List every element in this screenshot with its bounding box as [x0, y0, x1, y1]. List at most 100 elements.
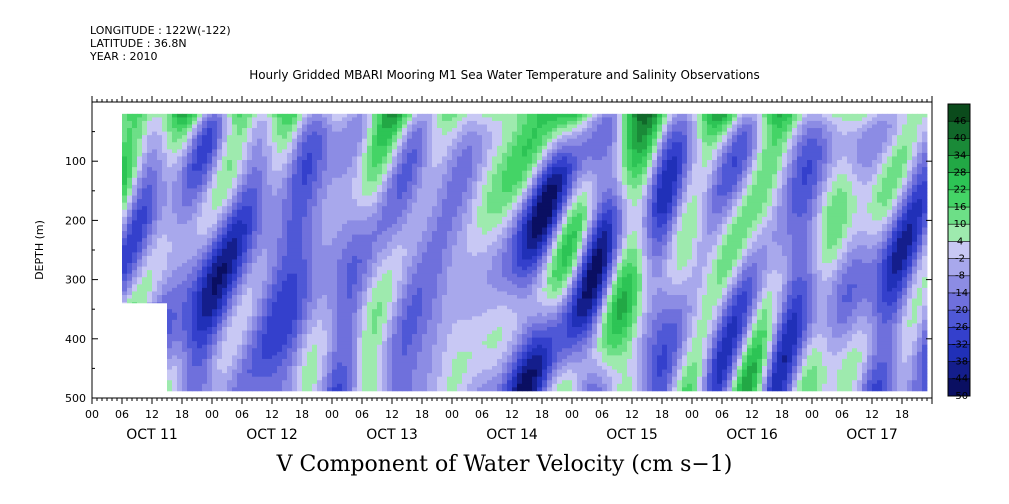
heatmap-cell [277, 199, 283, 204]
heatmap-cell [292, 199, 298, 204]
heatmap-cell [292, 248, 298, 253]
heatmap-cell [237, 202, 243, 207]
heatmap-cell [362, 149, 368, 154]
heatmap-cell [212, 213, 218, 218]
heatmap-cell [142, 252, 148, 257]
heatmap-cell [402, 366, 408, 370]
heatmap-cell [317, 387, 323, 392]
heatmap-cell [237, 184, 243, 189]
heatmap-cell [282, 348, 288, 353]
heatmap-cell [332, 383, 338, 388]
heatmap-cell [367, 152, 373, 157]
heatmap-cell [127, 220, 133, 225]
heatmap-cell [227, 227, 233, 232]
heatmap-cell [417, 149, 423, 154]
heatmap-cell [312, 355, 318, 360]
heatmap-cell [342, 294, 348, 299]
heatmap-cell [202, 156, 208, 161]
heatmap-cell [397, 348, 403, 353]
heatmap-cell [202, 358, 208, 363]
heatmap-cell [387, 248, 393, 253]
heatmap-cell [262, 202, 268, 207]
heatmap-cell [372, 209, 378, 214]
heatmap-cell [267, 142, 273, 147]
heatmap-cell [157, 131, 163, 136]
heatmap-cell [347, 156, 353, 161]
heatmap-cell [137, 152, 143, 157]
heatmap-cell [122, 255, 128, 260]
heatmap-cell [327, 263, 333, 267]
heatmap-cell [277, 380, 283, 385]
heatmap-cell [292, 202, 298, 207]
heatmap-cell [177, 362, 183, 367]
heatmap-cell [227, 344, 233, 349]
heatmap-cell [312, 263, 318, 267]
heatmap-cell [422, 223, 428, 228]
heatmap-cell [192, 358, 198, 363]
heatmap-cell [237, 280, 243, 285]
heatmap-cell [422, 270, 428, 275]
heatmap-cell [197, 135, 203, 140]
heatmap-cell [317, 373, 323, 378]
heatmap-cell [397, 227, 403, 232]
heatmap-cell [307, 156, 313, 161]
heatmap-cell [267, 124, 273, 129]
heatmap-cell [332, 209, 338, 214]
heatmap-cell [197, 348, 203, 353]
heatmap-cell [257, 326, 263, 331]
heatmap-cell [437, 248, 443, 253]
heatmap-cell [362, 263, 368, 267]
heatmap-cell [417, 124, 423, 129]
heatmap-cell [272, 113, 278, 118]
heatmap-cell [307, 319, 313, 324]
heatmap-cell [232, 248, 238, 253]
heatmap-cell [187, 255, 193, 260]
heatmap-cell [202, 170, 208, 175]
heatmap-cell [282, 163, 288, 168]
heatmap-cell [322, 305, 328, 310]
heatmap-cell [182, 323, 188, 328]
heatmap-cell [432, 323, 438, 328]
heatmap-cell [167, 376, 173, 381]
heatmap-cell [142, 284, 148, 289]
heatmap-cell [272, 334, 278, 339]
heatmap-cell [257, 227, 263, 232]
heatmap-cell [407, 252, 413, 257]
heatmap-cell [172, 383, 178, 388]
heatmap-cell [277, 135, 283, 140]
heatmap-cell [427, 156, 433, 161]
heatmap-cell [407, 337, 413, 342]
heatmap-cell [317, 284, 323, 289]
heatmap-cell [287, 248, 293, 253]
heatmap-cell [272, 202, 278, 207]
heatmap-cell [277, 277, 283, 282]
heatmap-cell [192, 344, 198, 349]
heatmap-cell [327, 181, 333, 186]
heatmap-cell [342, 259, 348, 264]
heatmap-cell [397, 199, 403, 204]
heatmap-cell [382, 319, 388, 324]
heatmap-cell [192, 380, 198, 385]
heatmap-cell [422, 387, 428, 392]
heatmap-cell [387, 366, 393, 370]
heatmap-cell [327, 309, 333, 314]
heatmap-cell [422, 369, 428, 374]
heatmap-cell [207, 351, 213, 356]
heatmap-cell [407, 305, 413, 310]
heatmap-cell [142, 174, 148, 179]
heatmap-cell [262, 117, 268, 122]
heatmap-cell [177, 298, 183, 303]
heatmap-cell [192, 184, 198, 189]
heatmap-cell [277, 195, 283, 200]
heatmap-cell [132, 142, 138, 147]
heatmap-cell [277, 231, 283, 236]
heatmap-cell [187, 191, 193, 196]
heatmap-cell [407, 170, 413, 175]
heatmap-cell [347, 117, 353, 122]
heatmap-cell [167, 238, 173, 243]
heatmap-cell [122, 156, 128, 161]
heatmap-cell [352, 231, 358, 236]
heatmap-cell [217, 287, 223, 292]
heatmap-cell [222, 142, 228, 147]
heatmap-cell [347, 259, 353, 264]
